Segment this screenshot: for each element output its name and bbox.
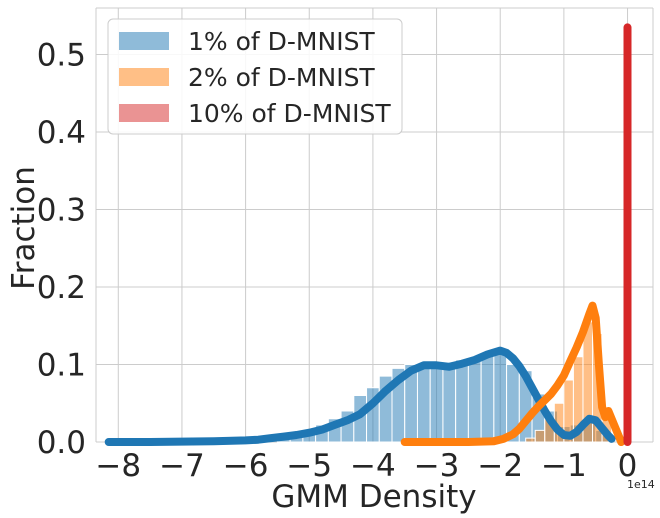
histogram-bar: [467, 357, 482, 443]
y-tick-label: 0.2: [37, 270, 86, 306]
histogram-bar: [493, 352, 508, 443]
x-tick-label: −4: [350, 448, 396, 484]
kde-line: [104, 346, 616, 446]
y-tick-label: 0.3: [37, 193, 86, 229]
kde-lines: [104, 23, 632, 446]
y-tick-label: 0.0: [37, 425, 86, 461]
histogram-bar: [525, 437, 536, 443]
y-ticks: 0.0 0.1 0.2 0.3 0.4 0.5: [37, 38, 86, 462]
x-tick-label: −3: [414, 448, 460, 484]
y-axis-label: Fraction: [6, 166, 42, 290]
x-tick-label: −8: [95, 448, 141, 484]
legend: 1% of D-MNIST 2% of D-MNIST 10% of D-MNIST: [107, 18, 403, 135]
histogram-bar: [416, 362, 431, 443]
x-tick-label: −5: [286, 448, 332, 484]
x-tick-label: −6: [223, 448, 269, 484]
histogram-bar: [480, 352, 495, 443]
x-tick-label: −1: [541, 448, 587, 484]
x-ticks: −8 −7 −6 −5 −4 −3 −2 −1 0: [95, 448, 637, 484]
histogram-bar: [429, 364, 444, 443]
legend-label: 10% of D-MNIST: [188, 99, 391, 128]
x-offset-label: 1e14: [627, 478, 655, 491]
histogram-bar: [455, 359, 469, 443]
histogram-bar: [442, 363, 457, 443]
y-tick-label: 0.4: [37, 115, 86, 151]
y-tick-label: 0.5: [37, 38, 86, 74]
legend-label: 2% of D-MNIST: [188, 63, 375, 92]
x-tick-label: −7: [159, 448, 205, 484]
legend-swatch: [119, 104, 169, 122]
legend-box: [107, 18, 403, 135]
x-tick-label: −2: [477, 448, 523, 484]
legend-swatch: [119, 32, 169, 50]
kde-line: [400, 301, 626, 446]
x-tick-label: 0: [618, 448, 638, 484]
x-axis-label: GMM Density: [271, 479, 476, 515]
y-tick-label: 0.1: [37, 348, 86, 384]
legend-label: 1% of D-MNIST: [188, 27, 375, 56]
histogram-bar: [534, 429, 546, 443]
legend-swatch: [119, 68, 169, 86]
